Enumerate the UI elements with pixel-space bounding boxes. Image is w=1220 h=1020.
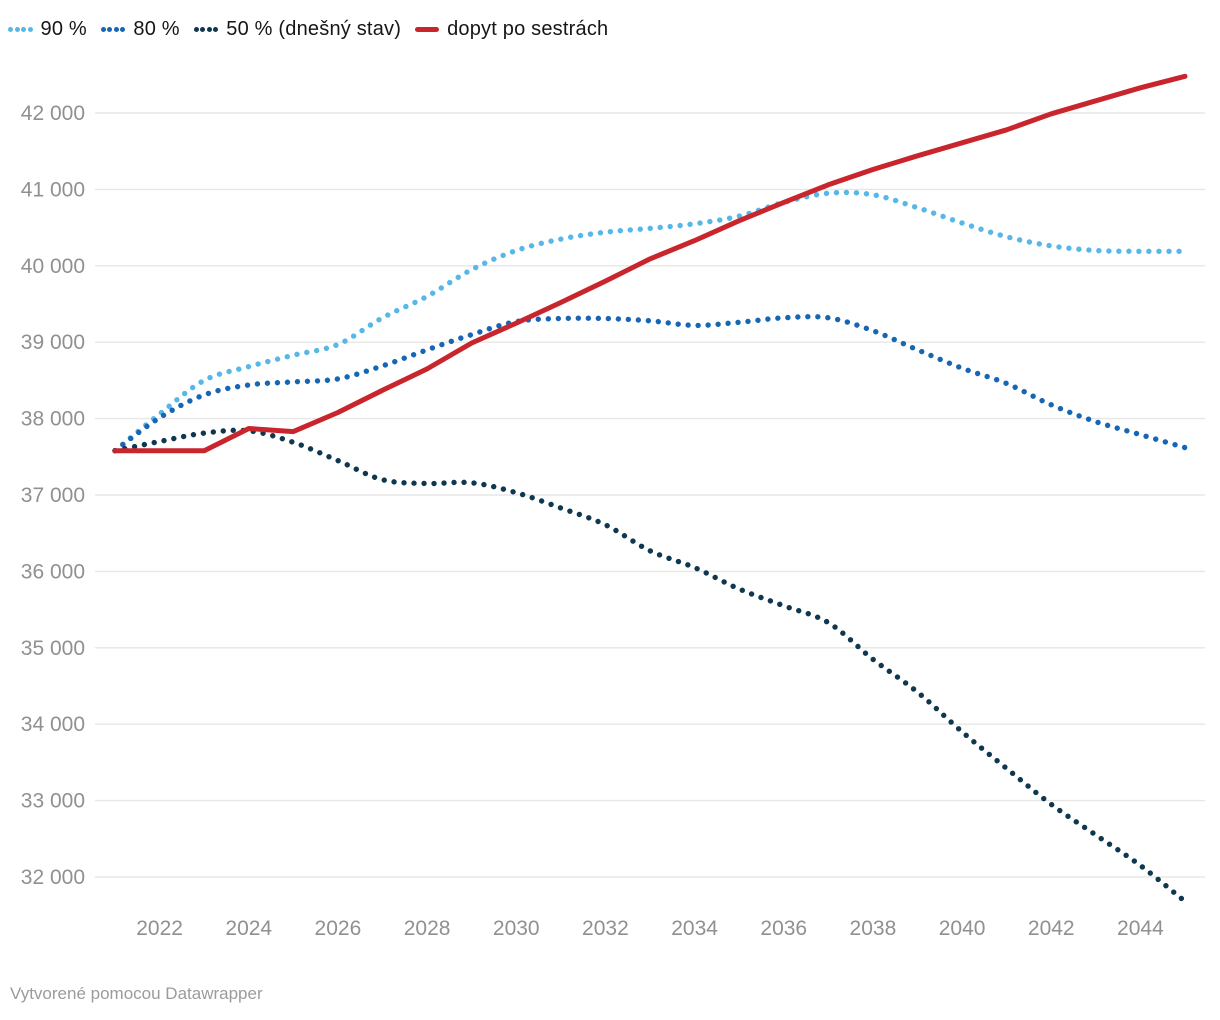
y-tick-label: 32 000 (21, 866, 85, 889)
x-tick-label: 2034 (671, 917, 718, 940)
series-line-1 (112, 313, 1188, 454)
y-tick-label: 39 000 (21, 331, 85, 354)
y-tick-label: 36 000 (21, 560, 85, 583)
legend-dot-icon (193, 27, 199, 32)
y-tick-label: 37 000 (21, 484, 85, 507)
legend-item-80pct: 80 % (100, 18, 180, 41)
series-line-0 (112, 189, 1188, 454)
y-tick-label: 40 000 (21, 255, 85, 278)
x-tick-label: 2030 (493, 917, 540, 940)
legend-item-demand: dopyt po sestrách (415, 18, 608, 41)
chart-legend: 90 % 80 % 50 % (dnešný stav) dopyt po se… (8, 18, 608, 41)
legend-swatch-dotted-icon (8, 27, 33, 32)
x-tick-label: 2026 (315, 917, 362, 940)
x-tick-label: 2032 (582, 917, 629, 940)
datawrapper-credit-link[interactable]: Vytvorené pomocou Datawrapper (10, 984, 263, 1003)
legend-line-icon (415, 27, 440, 32)
x-tick-label: 2042 (1028, 917, 1075, 940)
y-tick-label: 33 000 (21, 790, 85, 813)
x-tick-label: 2022 (136, 917, 183, 940)
legend-dot-icon (200, 27, 206, 32)
legend-dot-icon (206, 27, 212, 32)
series-line-3 (112, 73, 1188, 454)
x-tick-label: 2036 (760, 917, 807, 940)
legend-dot-icon (14, 27, 20, 32)
legend-item-50pct: 50 % (dnešný stav) (193, 18, 402, 41)
legend-label: 80 % (133, 18, 180, 40)
line-chart: 42 000 41 000 40 000 39 000 38 000 37 000 36 0… (21, 73, 1205, 940)
y-tick-label: 42 000 (21, 102, 85, 125)
legend-dot-icon (8, 27, 13, 32)
legend-dot-icon (100, 27, 106, 32)
legend-dot-icon (213, 27, 219, 32)
legend-item-90pct: 90 % (8, 18, 87, 41)
legend-label: dopyt po sestrách (447, 18, 609, 40)
legend-dot-icon (113, 27, 119, 32)
y-tick-label: 34 000 (21, 713, 85, 736)
legend-dot-icon (107, 27, 113, 32)
legend-dot-icon (21, 27, 26, 32)
legend-swatch-dotted-icon (100, 27, 126, 32)
x-tick-label: 2028 (404, 917, 451, 940)
x-tick-label: 2024 (225, 917, 272, 940)
legend-label: 50 % (dnešný stav) (226, 18, 402, 40)
x-tick-label: 2044 (1117, 917, 1164, 940)
legend-dot-icon (27, 27, 33, 32)
y-tick-label: 41 000 (21, 178, 85, 201)
legend-dot-icon (120, 27, 126, 32)
x-tick-label: 2040 (939, 917, 986, 940)
y-tick-label: 35 000 (21, 637, 85, 660)
y-tick-label: 38 000 (21, 408, 85, 431)
legend-label: 90 % (40, 18, 87, 40)
legend-swatch-line-icon (415, 27, 440, 32)
x-tick-label: 2038 (850, 917, 897, 940)
series-line-2 (112, 427, 1188, 905)
legend-swatch-dotted-icon (193, 27, 219, 32)
